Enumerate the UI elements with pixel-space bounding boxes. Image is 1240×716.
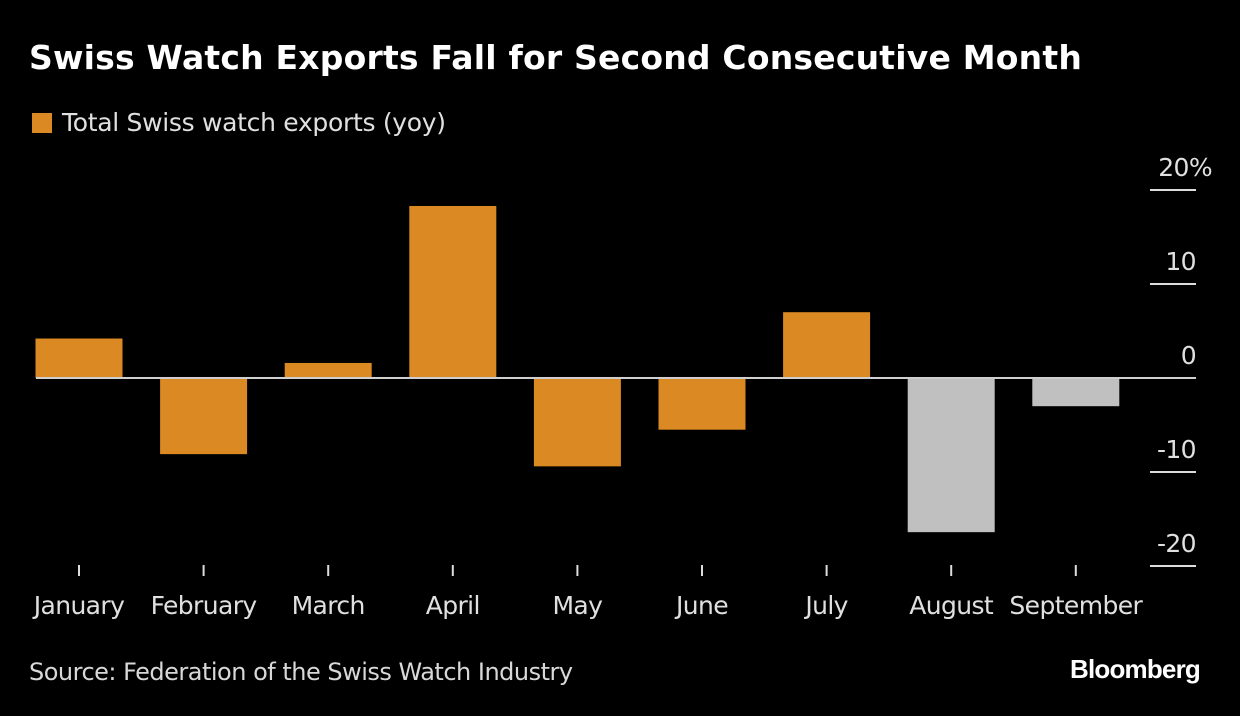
bar-july	[783, 312, 871, 378]
x-tick-label: January	[32, 591, 125, 620]
y-axis: 20% 10 0 -10 -20	[36, 153, 1213, 567]
x-tick-label: June	[674, 591, 728, 620]
bars-group	[35, 205, 1120, 533]
y-tick-label: -10	[1157, 435, 1196, 464]
bar-june	[658, 378, 746, 430]
bar-january	[35, 338, 123, 378]
x-tick-label: February	[151, 591, 258, 620]
legend-label: Total Swiss watch exports (yoy)	[62, 108, 446, 137]
y-tick-label: -20	[1157, 529, 1196, 558]
y-tick-label: 0	[1181, 341, 1196, 370]
x-tick-label: July	[803, 591, 848, 620]
bar-february	[160, 378, 248, 455]
x-tick-label: April	[426, 591, 480, 620]
bar-may	[533, 378, 621, 467]
bloomberg-logo: Bloomberg	[1069, 654, 1201, 684]
x-axis: January February March April May June July Augu…	[32, 565, 1144, 620]
bar-september	[1032, 378, 1120, 407]
x-tick-label: March	[292, 591, 365, 620]
x-tick-label: September	[1009, 591, 1143, 620]
source-note: Source: Federation of the Swiss Watch In…	[29, 658, 573, 686]
x-tick-label: August	[909, 591, 994, 620]
y-tick-label: 20%	[1158, 153, 1212, 182]
bar-march	[284, 362, 372, 378]
bar-august	[907, 378, 995, 533]
bar-april	[409, 205, 497, 378]
x-tick-label: May	[552, 591, 603, 620]
chart-title: Swiss Watch Exports Fall for Second Cons…	[29, 38, 1083, 77]
y-tick-label: 10	[1165, 247, 1196, 276]
legend-swatch	[32, 112, 52, 133]
legend: Total Swiss watch exports (yoy)	[32, 108, 446, 137]
